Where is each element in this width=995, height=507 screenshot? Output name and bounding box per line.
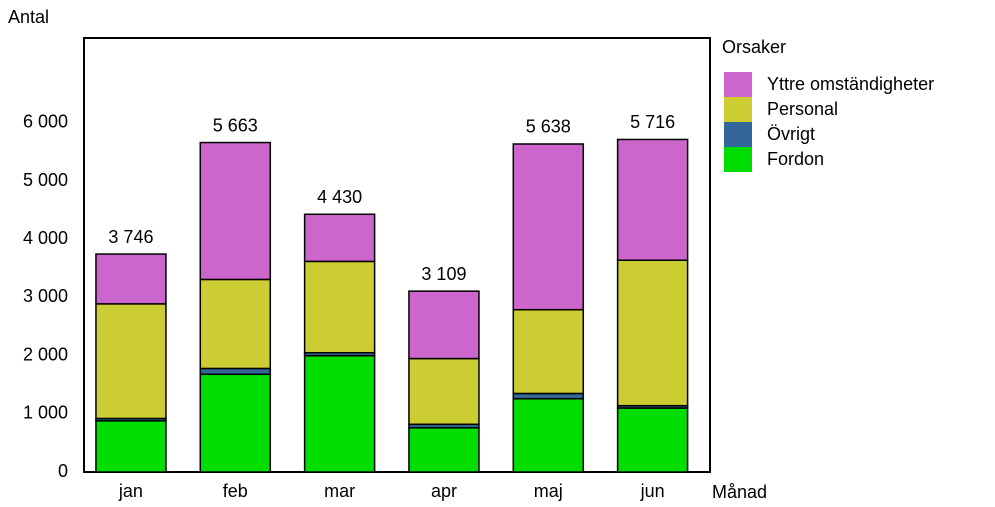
legend-title: Orsaker [722, 37, 786, 57]
y-tick-label: 5 000 [23, 170, 68, 190]
total-label: 5 663 [213, 115, 258, 135]
bar-segment [199, 367, 272, 376]
legend-swatch [724, 147, 752, 172]
bar-segment [303, 213, 376, 263]
x-tick-label: maj [534, 481, 563, 501]
y-tick-label: 2 000 [23, 344, 68, 364]
legend-label: Yttre omständigheter [767, 74, 934, 94]
legend-label: Fordon [767, 149, 824, 169]
bar-segment [512, 397, 585, 473]
bar-segment [199, 278, 272, 370]
y-tick-label: 0 [58, 461, 68, 481]
plot-frame [83, 37, 711, 473]
bar-segment [616, 407, 689, 473]
x-axis-label: Månad [712, 482, 767, 502]
bar-segment [512, 392, 585, 400]
legend-label: Övrigt [767, 124, 815, 144]
legend-swatch [724, 122, 752, 147]
y-tick-label: 3 000 [23, 286, 68, 306]
bar-segment [408, 357, 480, 426]
bar-segment [616, 259, 689, 407]
total-label: 5 716 [630, 112, 675, 132]
bar-segment [616, 138, 689, 261]
x-tick-label: mar [324, 481, 355, 501]
bar-segment [95, 253, 167, 305]
x-tick-label: feb [223, 481, 248, 501]
total-label: 5 638 [526, 117, 571, 137]
legend-label: Personal [767, 99, 838, 119]
x-tick-label: jun [640, 481, 665, 501]
y-tick-label: 1 000 [23, 403, 68, 423]
total-label: 4 430 [317, 187, 362, 207]
bar-segment [303, 260, 376, 354]
bar-segment [95, 303, 167, 420]
bar-segment [303, 354, 376, 473]
total-label: 3 109 [421, 264, 466, 284]
y-axis-label: Antal [8, 7, 49, 27]
legend-swatch [724, 72, 752, 97]
bar-segment [512, 143, 585, 311]
total-label: 3 746 [108, 227, 153, 247]
x-tick-label: apr [431, 481, 457, 501]
bar-segment [199, 373, 272, 473]
x-tick-label: jan [118, 481, 143, 501]
bar-segment [95, 420, 167, 473]
bar-segment [408, 427, 480, 473]
y-tick-label: 4 000 [23, 228, 68, 248]
legend-swatch [724, 97, 752, 122]
bar-segment [512, 308, 585, 395]
bar-segment [199, 141, 272, 281]
y-tick-label: 6 000 [23, 112, 68, 132]
bar-segment [408, 290, 480, 360]
